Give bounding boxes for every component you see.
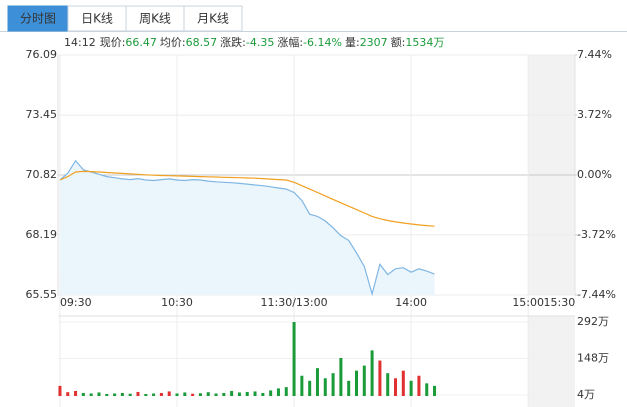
x-tick-label: 09:30: [60, 296, 92, 309]
volume-tick-label: 148万: [577, 352, 609, 365]
volume-bar: [167, 391, 171, 396]
tab-box[interactable]: [183, 5, 243, 32]
y2-tick-label: 0.00%: [577, 168, 612, 181]
tab-label[interactable]: 日K线: [81, 12, 113, 26]
y-tick-label: 76.09: [26, 48, 58, 61]
quote-label: 量:: [345, 36, 360, 49]
quote-label: 额:: [391, 36, 406, 49]
volume-bar: [315, 368, 319, 396]
volume-bar: [378, 360, 382, 396]
x-tick-label: 14:00: [395, 296, 427, 309]
tab-label[interactable]: 周K线: [139, 12, 171, 26]
volume-bar: [152, 393, 156, 396]
volume-bar: [308, 380, 312, 396]
price-area: [59, 160, 435, 295]
volume-bar: [354, 370, 358, 396]
x-tick-label: 15:30: [544, 296, 576, 309]
volume-bar: [417, 375, 421, 396]
y-tick-label: 68.19: [26, 228, 58, 241]
volume-tick-label: 292万: [577, 315, 609, 328]
volume-bar: [292, 322, 296, 396]
volume-bar: [409, 380, 413, 396]
quote-line: 14:12 现价:66.47 均价:68.57 涨跌:-4.35 涨幅:-6.14% 量:…: [64, 35, 444, 49]
volume-bar: [191, 393, 195, 396]
volume-bar: [214, 393, 218, 396]
volume-bar: [183, 392, 187, 396]
volume-bar: [66, 392, 70, 396]
volume-bar: [261, 392, 265, 396]
volume-bar: [401, 370, 405, 396]
volume-bar: [222, 392, 226, 396]
volume-bar: [97, 392, 101, 396]
quote-value: -4.35: [246, 36, 274, 49]
volume-bar: [331, 373, 335, 396]
volume-bar: [105, 393, 109, 396]
volume-bar: [58, 385, 62, 396]
volume-bar: [386, 373, 390, 396]
volume-bar: [120, 392, 124, 396]
volume-bar: [269, 390, 273, 396]
quote-label: 涨幅:: [277, 36, 303, 49]
tab[interactable]: 月K线: [183, 5, 243, 32]
volume-closed-region: [528, 316, 575, 407]
volume-bar: [253, 391, 257, 396]
volume-bar: [433, 385, 437, 396]
x-tick-label: 15:00: [512, 296, 544, 309]
volume-bar: [128, 393, 132, 396]
volume-bar: [136, 391, 140, 396]
volume-bar: [175, 393, 179, 396]
volume-bar: [230, 390, 234, 396]
quote-label: 均价:: [160, 36, 186, 49]
average-line: [59, 170, 435, 227]
y2-tick-label: -3.72%: [577, 228, 616, 241]
quote-label: 涨跌:: [220, 35, 246, 49]
quote-value: 2307: [360, 36, 388, 49]
tab[interactable]: 周K线: [125, 5, 185, 32]
tab[interactable]: 分时图: [7, 5, 69, 32]
y-tick-label: 65.55: [26, 288, 58, 301]
volume-bar: [370, 350, 374, 396]
tab-box[interactable]: [7, 5, 69, 32]
volume-bar: [276, 388, 280, 396]
tab-label[interactable]: 分时图: [20, 12, 56, 26]
tab-box[interactable]: [67, 5, 127, 32]
volume-bar: [394, 378, 398, 396]
volume-bar: [237, 392, 241, 396]
price-line: [59, 159, 435, 297]
tab-label[interactable]: 月K线: [197, 12, 229, 26]
tab-box[interactable]: [125, 5, 185, 32]
volume-bar: [206, 392, 210, 396]
volume-bar: [89, 393, 93, 396]
volume-bar: [284, 387, 288, 396]
quote-value: 66.47: [125, 36, 157, 49]
volume-bar: [81, 392, 85, 396]
quote-label: 现价:: [100, 36, 126, 49]
quote-value: 68.57: [186, 36, 218, 49]
volume-bar: [300, 375, 304, 396]
volume-bar: [425, 383, 429, 396]
tab[interactable]: 日K线: [67, 5, 127, 32]
y-tick-label: 70.82: [26, 168, 58, 181]
x-tick-label: 11:30/13:00: [261, 296, 328, 309]
volume-bar: [113, 393, 117, 396]
volume-bar: [339, 358, 343, 396]
quote-value: -6.14%: [303, 36, 342, 49]
volume-bar: [74, 390, 78, 396]
quote-value: 1534万: [405, 36, 444, 49]
y2-tick-label: 3.72%: [577, 108, 612, 121]
volume-bar: [245, 391, 249, 396]
volume-bar: [323, 378, 327, 396]
quote-time: 14:12: [64, 36, 96, 49]
y-tick-label: 73.45: [26, 108, 58, 121]
volume-bar: [144, 393, 148, 396]
y2-tick-label: -7.44%: [577, 288, 616, 301]
volume-bar: [198, 393, 202, 396]
volume-bar: [159, 392, 163, 396]
volume-tick-label: 4万: [577, 388, 595, 401]
volume-bar: [347, 380, 351, 396]
y2-tick-label: 7.44%: [577, 48, 612, 61]
x-tick-label: 10:30: [161, 296, 193, 309]
volume-bar: [362, 365, 366, 396]
